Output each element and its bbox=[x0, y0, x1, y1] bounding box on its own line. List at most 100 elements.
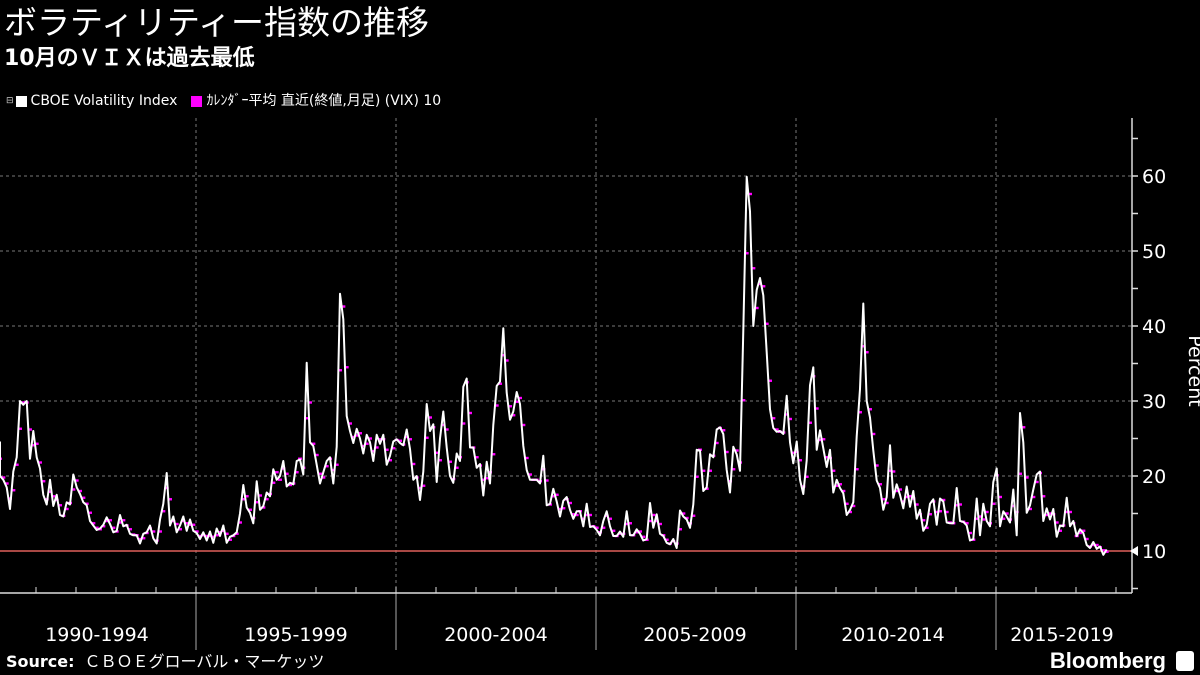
average-marker bbox=[638, 530, 642, 533]
average-marker bbox=[374, 446, 379, 449]
average-marker bbox=[174, 522, 179, 526]
average-marker bbox=[118, 521, 122, 524]
average-marker bbox=[41, 480, 46, 483]
average-marker bbox=[1034, 480, 1039, 484]
average-marker bbox=[204, 534, 209, 538]
average-marker bbox=[248, 508, 252, 511]
average-marker bbox=[254, 501, 259, 504]
average-marker bbox=[981, 518, 986, 521]
average-marker bbox=[888, 469, 892, 472]
average-marker bbox=[74, 479, 79, 482]
plot-area bbox=[0, 175, 1109, 556]
legend-swatch-magenta bbox=[191, 95, 203, 107]
average-marker bbox=[684, 516, 689, 520]
average-marker bbox=[321, 476, 326, 479]
average-marker bbox=[64, 507, 69, 511]
average-marker bbox=[161, 510, 166, 513]
average-marker bbox=[851, 504, 856, 508]
average-marker bbox=[928, 513, 932, 516]
average-marker bbox=[714, 441, 719, 445]
average-marker bbox=[898, 488, 902, 491]
average-marker bbox=[754, 306, 759, 310]
average-marker bbox=[904, 495, 909, 499]
average-marker bbox=[238, 521, 242, 524]
average-marker bbox=[628, 522, 632, 525]
average-marker bbox=[151, 530, 156, 533]
average-marker bbox=[121, 519, 126, 522]
average-marker bbox=[654, 519, 659, 523]
average-marker bbox=[434, 451, 439, 454]
average-marker bbox=[21, 401, 26, 404]
average-marker bbox=[914, 503, 919, 506]
average-marker bbox=[881, 498, 886, 501]
chart-subtitle: 10月のＶＩＸは過去最低 bbox=[4, 46, 255, 71]
average-marker bbox=[1, 476, 6, 479]
average-marker bbox=[1094, 543, 1099, 547]
average-marker bbox=[784, 413, 789, 416]
average-marker bbox=[798, 459, 802, 462]
average-marker bbox=[314, 453, 319, 457]
average-marker bbox=[388, 459, 392, 462]
average-marker bbox=[454, 466, 459, 469]
average-marker bbox=[201, 534, 206, 537]
average-marker bbox=[288, 483, 292, 487]
average-marker bbox=[351, 435, 356, 439]
average-marker bbox=[444, 428, 449, 431]
source-text: ＣＢＯＥグローバル・マーケッツ bbox=[84, 652, 325, 671]
average-marker bbox=[108, 519, 112, 522]
average-marker bbox=[468, 411, 472, 415]
average-marker bbox=[438, 459, 442, 462]
average-marker bbox=[428, 416, 432, 419]
average-marker bbox=[764, 322, 769, 325]
average-marker bbox=[908, 495, 912, 498]
average-marker bbox=[974, 517, 979, 520]
average-marker bbox=[518, 396, 522, 400]
average-marker bbox=[178, 528, 182, 531]
average-marker bbox=[1011, 504, 1016, 508]
average-marker bbox=[938, 510, 942, 513]
bloomberg-logo: Bloomberg bbox=[1049, 648, 1166, 673]
average-marker bbox=[878, 483, 882, 486]
legend-collapse-icon[interactable]: ⊟ bbox=[6, 96, 14, 106]
average-marker bbox=[514, 400, 519, 403]
average-marker bbox=[198, 534, 202, 538]
average-marker bbox=[84, 502, 89, 505]
average-marker bbox=[681, 512, 686, 515]
average-marker bbox=[58, 504, 62, 507]
average-marker bbox=[284, 472, 289, 475]
average-marker bbox=[14, 463, 19, 466]
average-marker bbox=[1041, 495, 1046, 498]
average-marker bbox=[941, 498, 946, 502]
average-marker bbox=[11, 489, 16, 492]
average-marker bbox=[1084, 537, 1089, 541]
average-marker bbox=[624, 522, 629, 526]
average-marker bbox=[181, 519, 186, 523]
average-marker bbox=[871, 432, 876, 436]
y-tick-label: 40 bbox=[1142, 316, 1166, 338]
average-marker bbox=[868, 408, 872, 411]
average-marker bbox=[901, 500, 906, 503]
average-marker bbox=[368, 437, 372, 440]
average-marker bbox=[28, 428, 32, 431]
average-marker bbox=[818, 438, 822, 442]
x-category-label: 2010-2014 bbox=[841, 624, 945, 646]
chart-title: ボラティリティー指数の推移 bbox=[4, 3, 430, 42]
average-marker bbox=[168, 498, 172, 501]
average-marker bbox=[1091, 543, 1096, 547]
average-marker bbox=[848, 510, 852, 514]
average-marker bbox=[964, 522, 969, 525]
average-marker bbox=[978, 515, 982, 518]
average-marker bbox=[418, 486, 422, 490]
average-marker bbox=[934, 510, 939, 514]
average-marker bbox=[214, 534, 219, 537]
average-marker bbox=[844, 502, 849, 505]
average-marker bbox=[408, 438, 412, 441]
average-marker bbox=[234, 532, 239, 535]
average-marker bbox=[958, 503, 962, 506]
average-marker bbox=[1054, 521, 1059, 524]
source-note: Source: ＣＢＯＥグローバル・マーケッツ bbox=[6, 651, 324, 673]
average-marker bbox=[588, 513, 592, 517]
average-marker bbox=[344, 366, 349, 369]
average-marker bbox=[481, 478, 486, 481]
average-marker bbox=[998, 495, 1002, 499]
